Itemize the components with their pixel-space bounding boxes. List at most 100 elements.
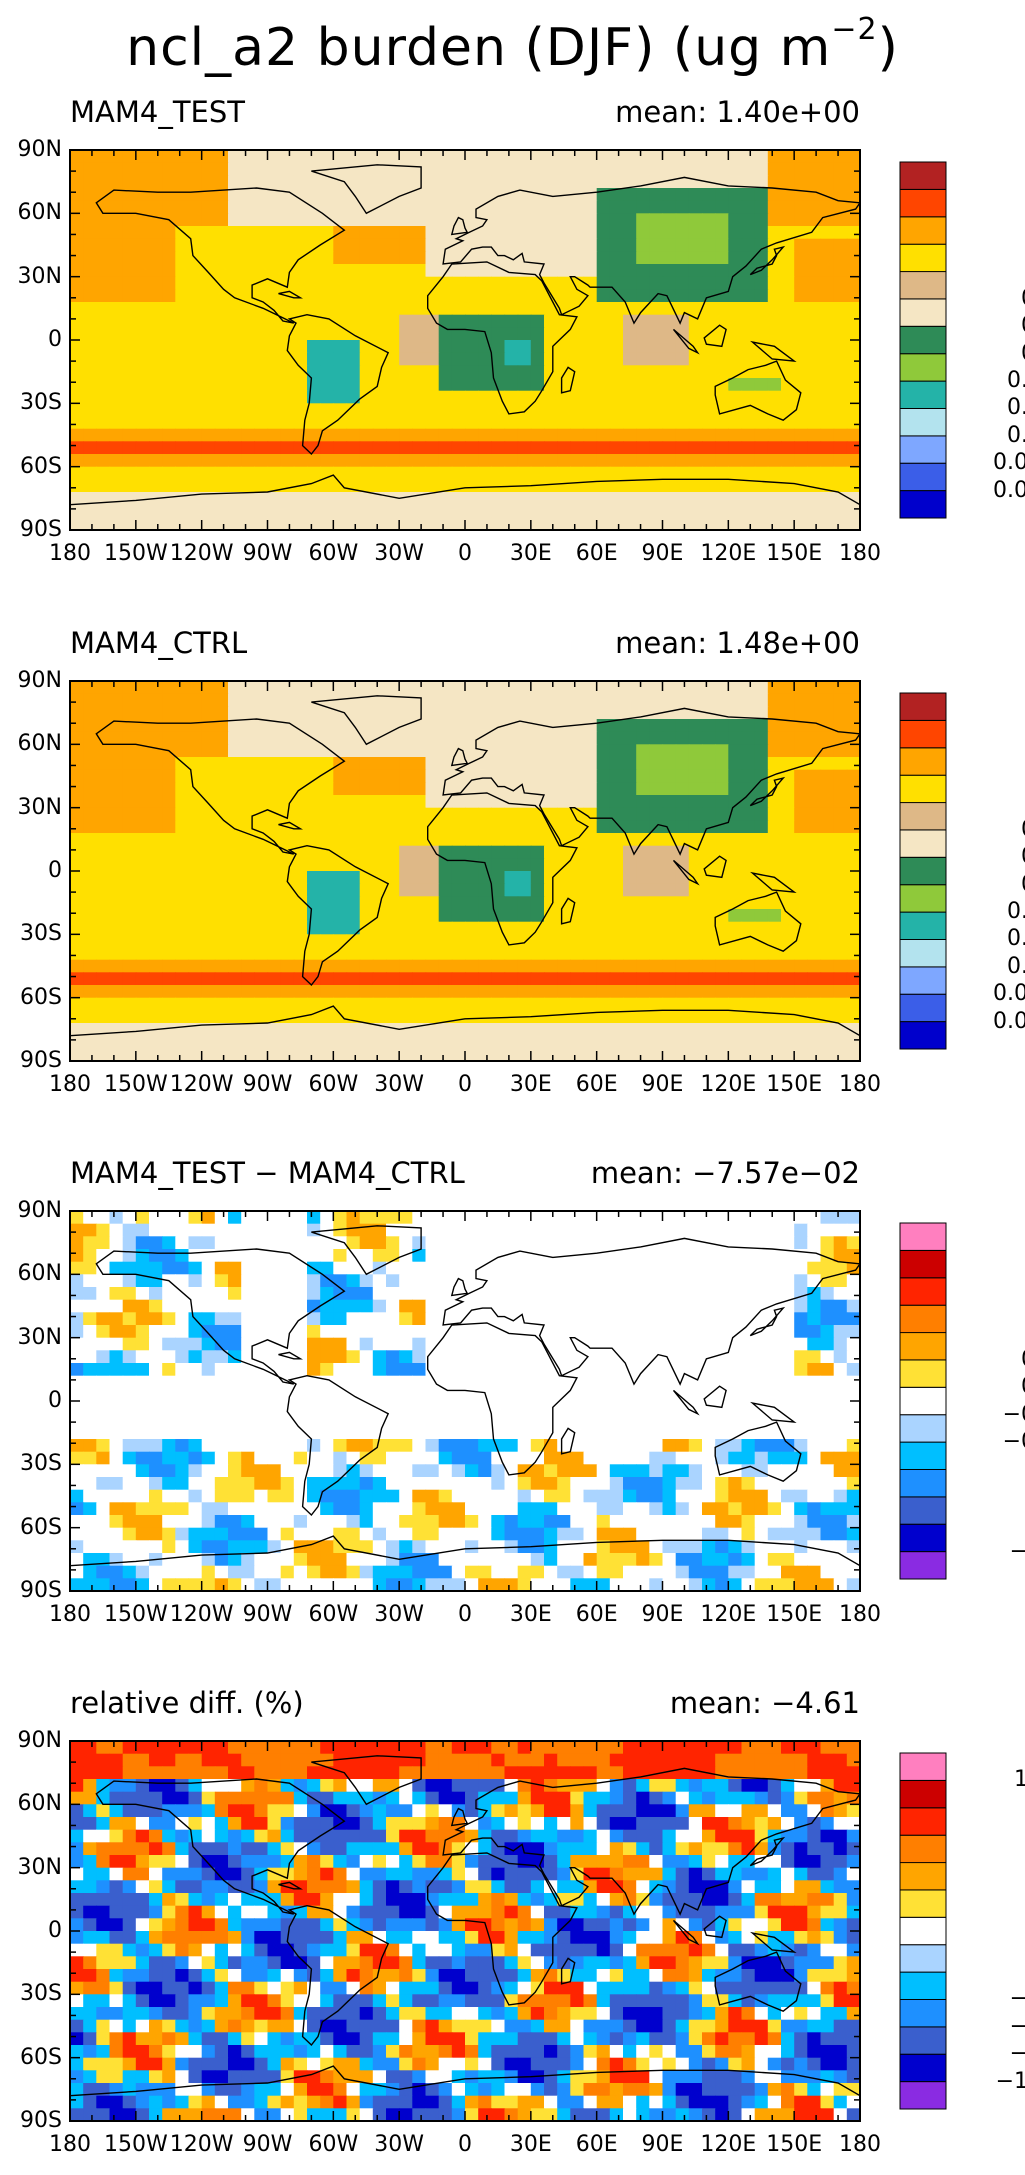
colorbar bbox=[899, 161, 947, 519]
colorbar-swatch bbox=[899, 1414, 947, 1443]
lat-label: 60S bbox=[20, 984, 62, 1010]
colorbar-label: 0.01 bbox=[1007, 422, 1025, 448]
colorbar-label: 0.02 bbox=[1007, 926, 1025, 952]
colorbar-label: 10 bbox=[956, 1851, 1025, 1875]
colorbar-swatch bbox=[899, 747, 947, 776]
lat-label: 0 bbox=[48, 327, 62, 352]
lon-label: 180 bbox=[49, 1602, 91, 1627]
lon-label: 120W bbox=[169, 1602, 234, 1627]
colorbar-swatch bbox=[899, 1971, 947, 2000]
colorbar-swatch bbox=[899, 1249, 947, 1279]
lon-label: 150W bbox=[103, 1602, 168, 1627]
colorbar-label: −2 bbox=[956, 1932, 1025, 1957]
colorbar-swatch bbox=[899, 1021, 947, 1050]
colorbar-swatch bbox=[899, 2026, 947, 2055]
colorbar-label: 2 bbox=[956, 763, 1025, 787]
colorbar-swatch bbox=[899, 1359, 947, 1388]
colorbar-label: −0.5 bbox=[1002, 1429, 1025, 1455]
panel-mean: mean: −7.57e−02 bbox=[590, 1156, 860, 1190]
lon-label: 120E bbox=[700, 1602, 757, 1627]
lat-label: 0 bbox=[48, 1388, 62, 1413]
colorbar-swatch bbox=[899, 774, 947, 804]
coastlines bbox=[70, 695, 860, 1061]
lon-label: 120W bbox=[169, 1072, 234, 1097]
lon-label: 60E bbox=[575, 1602, 618, 1627]
lon-label: 180 bbox=[839, 1072, 881, 1097]
colorbar-swatch bbox=[899, 1779, 947, 1809]
colorbar-label: −5 bbox=[956, 1960, 1025, 1984]
lat-label: 90N bbox=[17, 1198, 62, 1223]
lon-label: 0 bbox=[458, 1072, 472, 1097]
colorbar-swatch bbox=[899, 298, 947, 327]
lon-label: 30E bbox=[509, 2132, 552, 2157]
lat-label: 90S bbox=[20, 2108, 62, 2133]
colorbar-label: 1 bbox=[956, 260, 1025, 284]
colorbar-swatch bbox=[899, 719, 947, 749]
lon-label: 150E bbox=[766, 1602, 823, 1627]
coastlines bbox=[70, 164, 860, 530]
lat-label: 30S bbox=[20, 1981, 62, 2007]
colorbar-label: −2 bbox=[956, 1484, 1025, 1509]
data-field bbox=[70, 150, 860, 530]
lat-label: 60N bbox=[17, 200, 62, 226]
colorbar-label: −0.2 bbox=[1002, 1401, 1025, 1427]
colorbar bbox=[899, 1752, 947, 2110]
lon-label: 90W bbox=[242, 1072, 293, 1097]
lon-label: 30W bbox=[374, 1072, 425, 1097]
lat-label: 60N bbox=[17, 731, 62, 757]
colorbar-label: 0.002 bbox=[993, 477, 1025, 503]
colorbar-label: 0.5 bbox=[956, 286, 1025, 311]
colorbar-label: 0.5 bbox=[956, 817, 1025, 842]
colorbar-swatch bbox=[899, 1441, 947, 1470]
axis-ticks bbox=[69, 1210, 861, 1592]
lon-label: 60E bbox=[575, 2132, 618, 2157]
panel-mean: mean: 1.40e+00 bbox=[615, 95, 860, 129]
colorbar-swatch bbox=[899, 966, 947, 995]
lat-label: 30N bbox=[17, 1324, 62, 1350]
colorbar-label: 1 bbox=[956, 1321, 1025, 1345]
lon-label: 0 bbox=[458, 541, 472, 566]
lat-label: 90N bbox=[17, 668, 62, 693]
colorbar-swatch bbox=[899, 1332, 947, 1361]
lat-label: 90N bbox=[17, 1728, 62, 1753]
colorbar-swatch bbox=[899, 911, 947, 940]
map-panel-1 bbox=[69, 149, 947, 531]
colorbar-swatch bbox=[899, 1889, 947, 1918]
colorbar-label: 0.002 bbox=[993, 1008, 1025, 1034]
colorbar-swatch bbox=[899, 353, 947, 382]
colorbar-label: −100 bbox=[995, 2068, 1025, 2094]
lon-label: 150W bbox=[103, 1072, 168, 1097]
lon-label: 180 bbox=[49, 541, 91, 566]
panel-mean: mean: 1.48e+00 bbox=[615, 626, 860, 660]
colorbar-swatch bbox=[899, 1304, 947, 1334]
colorbar-swatch bbox=[899, 856, 947, 886]
colorbar-label: 0.01 bbox=[1007, 953, 1025, 979]
colorbar bbox=[899, 1222, 947, 1580]
colorbar-label: −20 bbox=[1009, 2013, 1025, 2039]
colorbar-label: 2 bbox=[956, 232, 1025, 256]
colorbar-label: 0.005 bbox=[993, 981, 1025, 1007]
colorbar-swatch bbox=[899, 1944, 947, 1973]
lon-label: 120W bbox=[169, 541, 234, 566]
colorbar-label: −10 bbox=[1009, 1538, 1025, 1564]
lon-label: 30W bbox=[374, 2132, 425, 2157]
lon-label: 150E bbox=[766, 541, 823, 566]
lat-label: 0 bbox=[48, 1918, 62, 1943]
lon-label: 180 bbox=[839, 2132, 881, 2157]
figure-title: ncl_a2 burden (DJF) (ug m−2) bbox=[126, 12, 899, 78]
lon-label: 60W bbox=[308, 1602, 359, 1627]
colorbar-label: 0.02 bbox=[1007, 395, 1025, 421]
lon-label: 90E bbox=[641, 2132, 684, 2157]
colorbar-swatch bbox=[899, 884, 947, 913]
lat-label: 60S bbox=[20, 1514, 62, 1540]
colorbar-label: −5 bbox=[956, 1512, 1025, 1536]
panel-title: MAM4_CTRL bbox=[70, 626, 248, 660]
colorbar-swatch bbox=[899, 2053, 947, 2083]
colorbar-swatch bbox=[899, 1277, 947, 1306]
lat-label: 60S bbox=[20, 2044, 62, 2070]
axis-ticks bbox=[69, 680, 861, 1062]
colorbar-swatch bbox=[899, 490, 947, 519]
colorbar-swatch bbox=[899, 1496, 947, 1525]
colorbar-label: 10 bbox=[956, 708, 1025, 732]
